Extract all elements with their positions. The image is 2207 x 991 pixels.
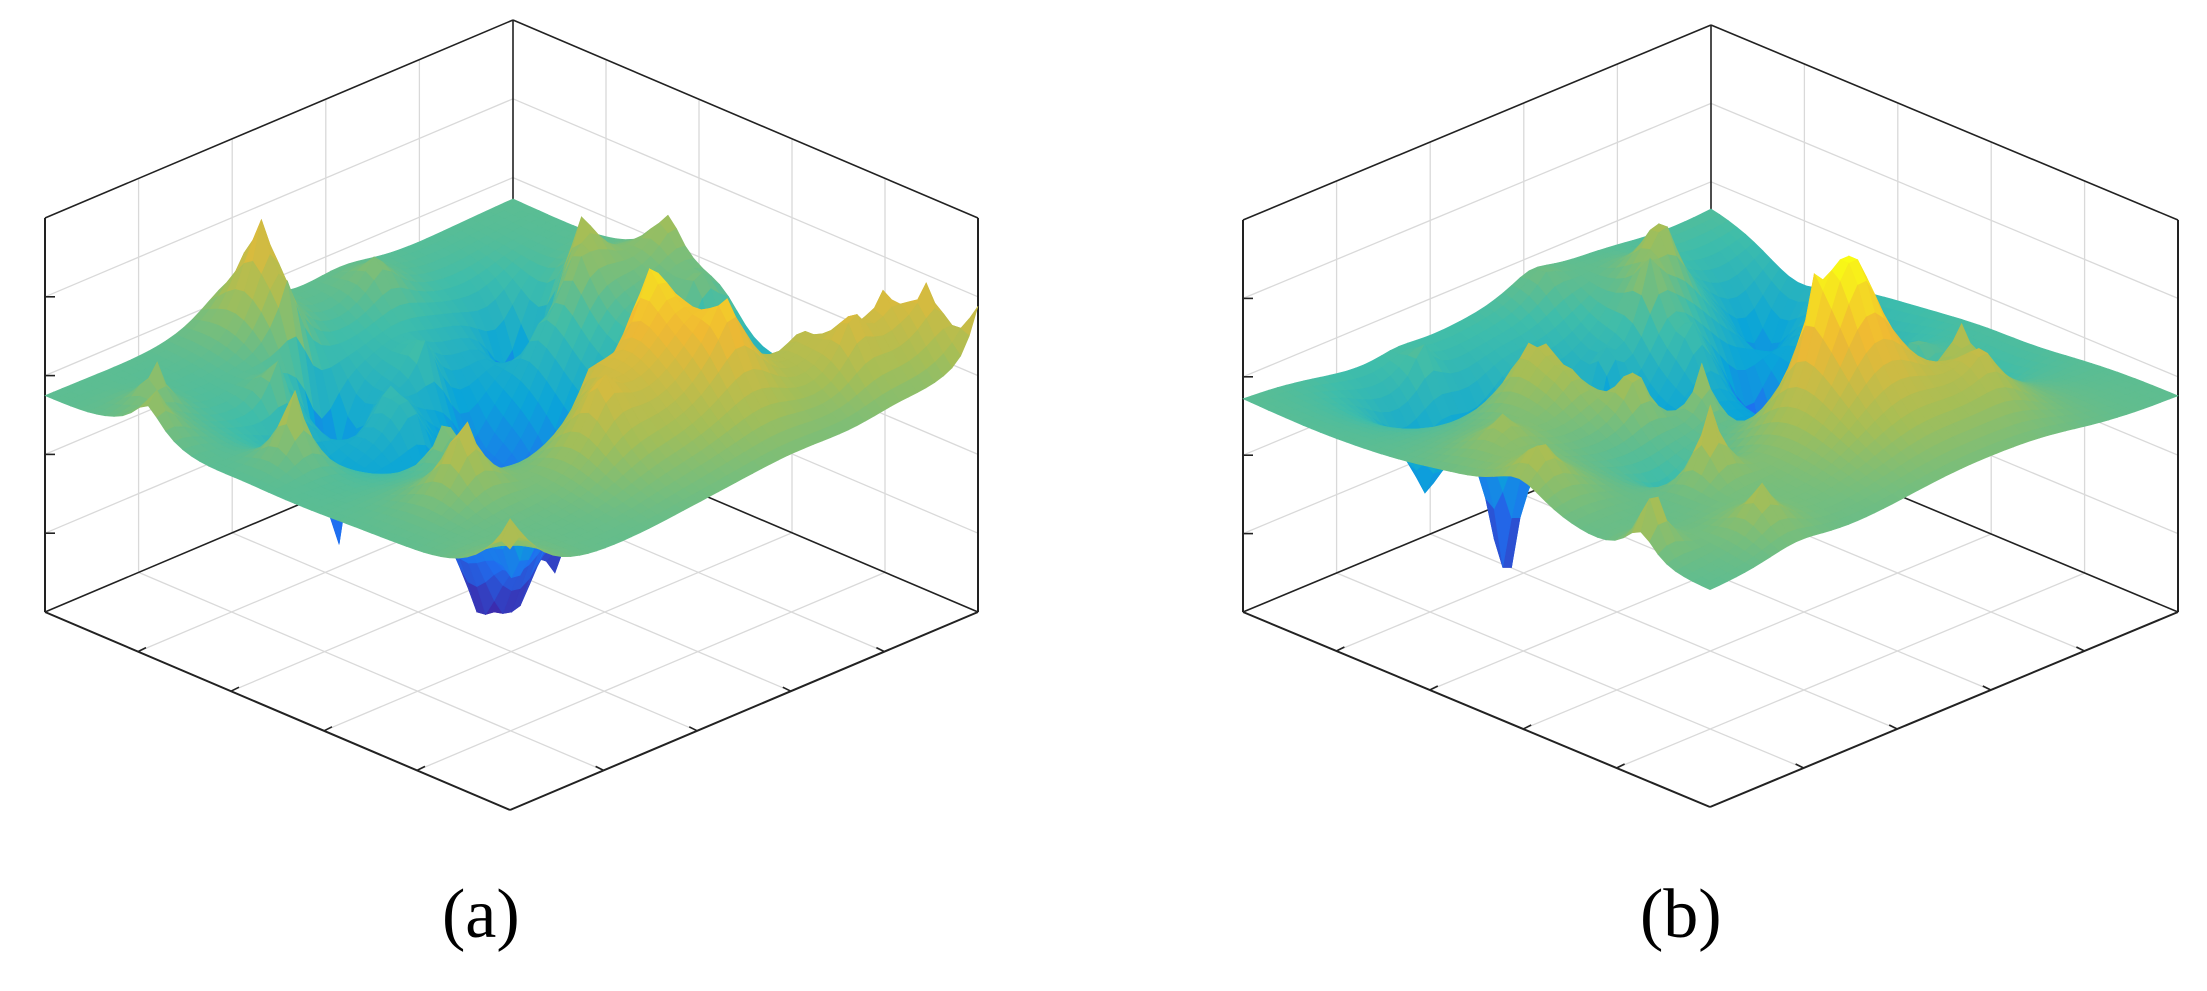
y-tick — [1616, 763, 1625, 769]
x-tick — [595, 765, 604, 772]
y-tick — [137, 646, 147, 653]
x-tick — [2076, 646, 2085, 652]
floor-gridline — [323, 532, 793, 732]
axis-edge — [1242, 24, 1712, 221]
axis-edge — [509, 611, 979, 811]
axis-edge — [1242, 611, 1711, 808]
axis-edge — [1709, 611, 2179, 808]
floor-gridline — [138, 571, 604, 771]
axis-edge — [1710, 24, 2179, 221]
y-tick — [323, 726, 333, 732]
floor-gridline — [1336, 572, 1804, 769]
floor-gridline — [1429, 533, 1898, 730]
x-tick — [688, 726, 698, 732]
surface-plot-a — [44, 19, 979, 811]
floor-gridline — [231, 532, 698, 732]
y-tick — [1429, 685, 1439, 691]
y-tick — [1336, 646, 1345, 652]
surface-plot-b — [1242, 24, 2179, 808]
y-tick — [230, 686, 240, 692]
wall-gridline — [44, 98, 514, 298]
axis-edge — [44, 611, 511, 811]
x-tick — [1982, 685, 1992, 691]
x-tick — [876, 646, 885, 653]
surface-mesh — [44, 198, 979, 616]
wall-gridline — [512, 98, 979, 298]
x-tick — [1795, 763, 1804, 769]
surface-mesh — [1242, 208, 2179, 591]
y-tick — [416, 765, 426, 772]
y-tick — [1522, 724, 1532, 730]
x-tick — [782, 686, 792, 692]
axis-edge — [512, 19, 979, 219]
axis-edge — [44, 19, 514, 219]
floor-gridline — [416, 571, 886, 771]
x-tick — [1888, 724, 1898, 730]
floor-gridline — [1616, 572, 2085, 769]
